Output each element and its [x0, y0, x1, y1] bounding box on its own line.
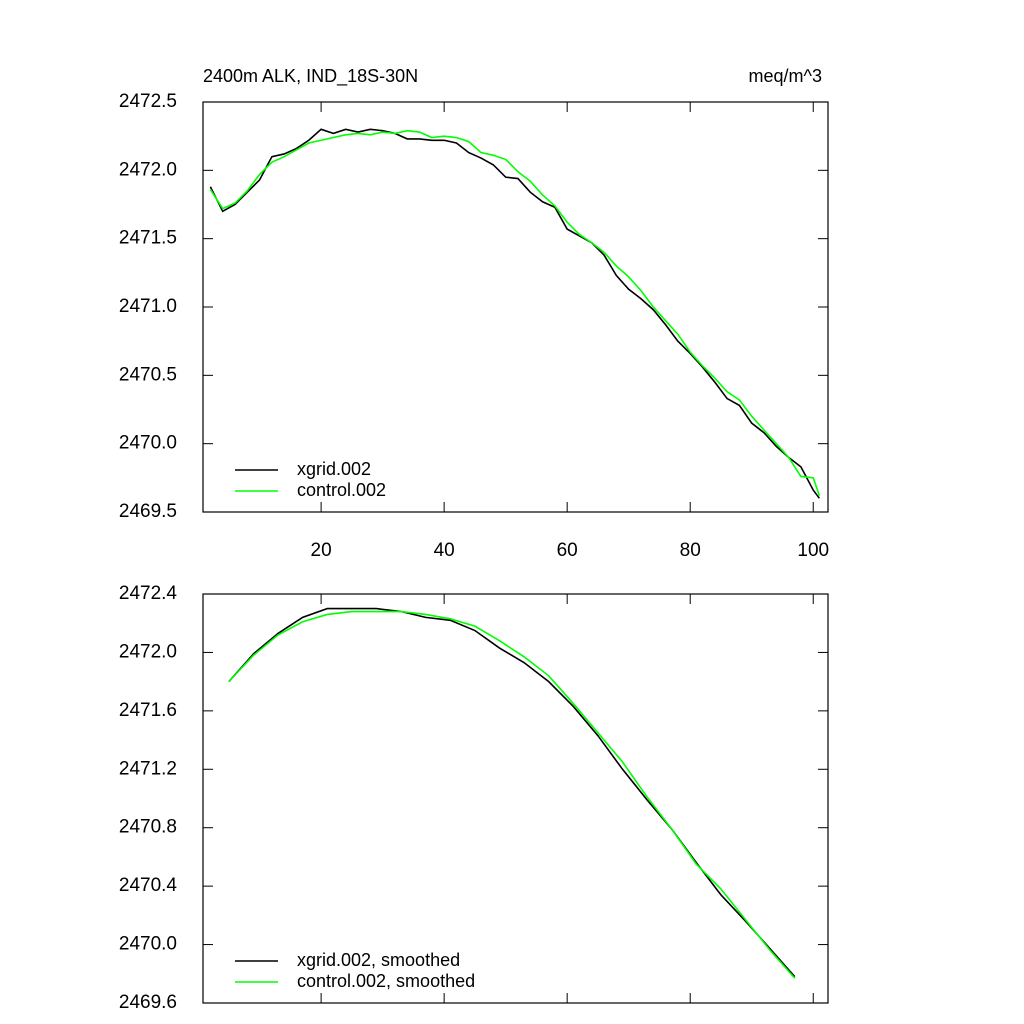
y-tick-label: 2471.0 — [119, 296, 177, 317]
data-line — [209, 128, 821, 499]
data-line — [228, 610, 796, 979]
y-tick-label: 2470.4 — [119, 875, 178, 896]
y-tick-label: 2472.5 — [119, 91, 177, 112]
y-tick-label: 2470.8 — [119, 817, 177, 838]
y-tick-label: 2472.0 — [119, 159, 177, 180]
x-tick-label: 100 — [797, 540, 829, 561]
y-tick-label: 2469.6 — [119, 992, 177, 1013]
units-label: meq/m^3 — [749, 66, 822, 86]
x-tick-label: 80 — [680, 540, 701, 561]
chart-title: 2400m ALK, IND_18S-30N — [203, 66, 418, 87]
y-tick-label: 2472.4 — [119, 583, 178, 604]
y-tick-label: 2470.0 — [119, 433, 177, 454]
legend-label: control.002 — [297, 480, 386, 500]
data-line — [228, 607, 796, 978]
legend-label: xgrid.002 — [297, 459, 371, 479]
y-tick-label: 2471.5 — [119, 228, 177, 249]
x-tick-label: 60 — [557, 540, 578, 561]
legend-label: control.002, smoothed — [297, 971, 475, 991]
y-tick-label: 2469.5 — [119, 501, 177, 522]
legend-label: xgrid.002, smoothed — [297, 950, 460, 970]
plot-frame — [202, 101, 829, 513]
y-tick-label: 2470.0 — [119, 934, 177, 955]
y-tick-label: 2471.2 — [119, 758, 177, 779]
y-tick-label: 2471.6 — [119, 700, 177, 721]
x-tick-label: 20 — [311, 540, 332, 561]
x-tick-label: 40 — [434, 540, 455, 561]
plot-frame — [202, 593, 829, 1004]
data-line — [209, 129, 821, 496]
y-tick-label: 2470.5 — [119, 364, 177, 385]
y-tick-label: 2472.0 — [119, 641, 177, 662]
